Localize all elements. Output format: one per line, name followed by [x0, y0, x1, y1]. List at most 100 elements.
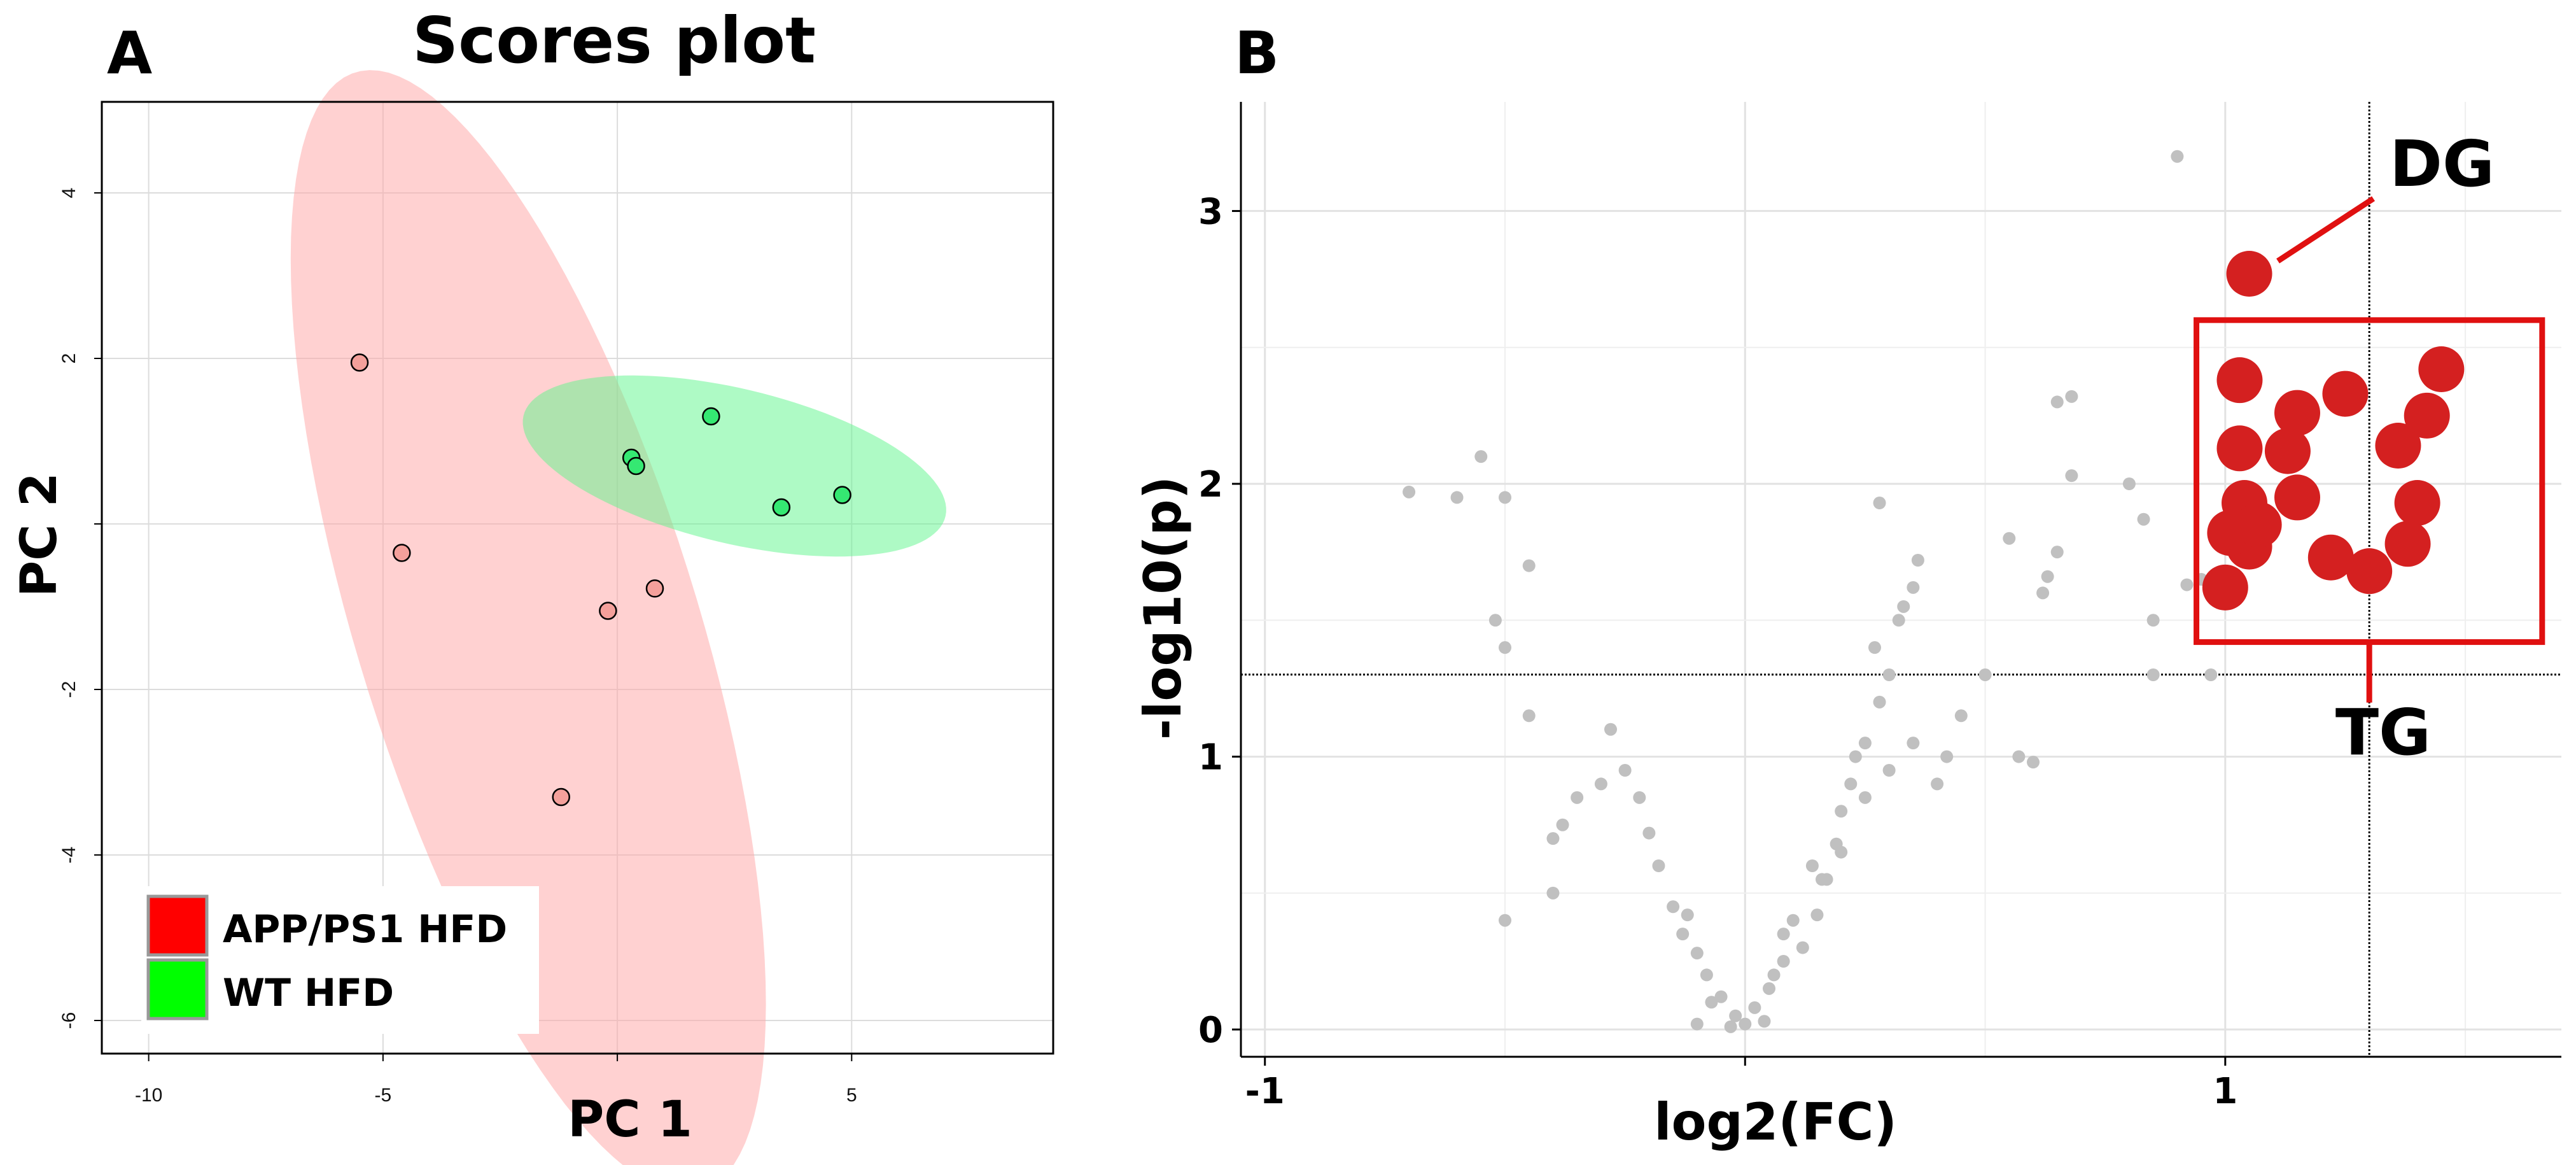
point-not-significant	[1873, 695, 1886, 709]
point-not-significant	[1667, 900, 1680, 914]
point-not-significant	[1522, 709, 1536, 723]
point-app-ps1-hfd	[552, 787, 570, 807]
panel-a-ticks: -10 -5 5 -6 -4 -2 2 4	[59, 188, 857, 1106]
point-not-significant	[1907, 737, 1920, 750]
point-not-significant	[1403, 485, 1416, 498]
point-significant	[2307, 534, 2354, 581]
point-not-significant	[1758, 1015, 1771, 1028]
point-not-significant	[2041, 570, 2054, 583]
y-tick-label: 1	[1198, 737, 1223, 779]
point-significant	[2418, 346, 2465, 392]
panel-a-letter: A	[107, 19, 152, 87]
point-not-significant	[1777, 955, 1790, 968]
point-not-significant	[1556, 818, 1569, 831]
point-not-significant	[1897, 600, 1910, 613]
point-not-significant	[1868, 641, 1881, 654]
panel-a-points	[350, 353, 851, 807]
point-not-significant	[1652, 859, 1665, 872]
legend-swatch-app-ps1	[146, 894, 209, 957]
point-not-significant	[1911, 554, 1924, 567]
point-not-significant	[2137, 512, 2150, 526]
panel-b-ticks: -1 1 0 1 2 3	[1198, 191, 2237, 1112]
ellipse-app-ps1-hfd	[290, 70, 766, 1165]
x-tick-label: -1	[1245, 1071, 1285, 1112]
x-tick-label: 5	[846, 1085, 857, 1106]
legend-swatch-wt	[146, 958, 209, 1020]
point-not-significant	[1705, 996, 1718, 1009]
point-not-significant	[1681, 908, 1694, 922]
annotation-dg: DG	[2390, 127, 2495, 201]
point-app-ps1-hfd	[599, 602, 617, 620]
point-not-significant	[2065, 469, 2078, 483]
point-not-significant	[1499, 491, 1511, 504]
point-not-significant	[1546, 832, 1560, 845]
point-not-significant	[1522, 559, 1536, 572]
point-significant	[2404, 392, 2450, 439]
point-not-significant	[1729, 1009, 1742, 1022]
point-not-significant	[1882, 764, 1896, 777]
point-not-significant	[2027, 756, 2040, 769]
panel-b-x-axis-label: log2(FC)	[1654, 1092, 1897, 1152]
point-wt-hfd	[702, 407, 720, 426]
point-not-significant	[2122, 477, 2136, 490]
point-not-significant	[1816, 873, 1828, 886]
point-not-significant	[1796, 941, 1809, 954]
point-not-significant	[2050, 395, 2064, 409]
point-not-significant	[1835, 845, 1848, 859]
dg-connector-line	[2276, 196, 2376, 264]
legend-label-wt: WT HFD	[223, 971, 394, 1015]
point-not-significant	[1546, 886, 1560, 900]
annotation-tg: TG	[2335, 695, 2431, 770]
point-not-significant	[1810, 908, 1824, 922]
y-tick-label: 4	[59, 188, 80, 199]
point-significant	[2202, 564, 2248, 611]
point-not-significant	[2003, 532, 2016, 545]
panel-b-y-axis-label: -log10(p)	[1133, 476, 1193, 740]
point-significant	[2346, 548, 2393, 595]
panel-b-plot-background	[1241, 102, 2561, 1057]
point-significant	[2236, 502, 2282, 548]
point-not-significant	[2065, 390, 2078, 403]
panel-b-points	[1403, 150, 2465, 1033]
point-significant	[2394, 480, 2440, 526]
panel-a-x-axis-label: PC 1	[568, 1091, 692, 1148]
point-not-significant	[1978, 668, 1992, 681]
point-not-significant	[1858, 737, 1872, 750]
point-not-significant	[1618, 764, 1632, 777]
point-not-significant	[1858, 791, 1872, 804]
point-not-significant	[1844, 777, 1858, 791]
y-tick-label: 3	[1198, 191, 1223, 232]
panel-a-plot-frame	[101, 101, 1054, 1055]
y-tick-label: 2	[59, 353, 80, 364]
point-not-significant	[1835, 805, 1848, 818]
panel-b-letter: B	[1235, 19, 1279, 87]
panel-a-confidence-ellipses	[290, 70, 946, 1165]
point-not-significant	[1940, 750, 1954, 763]
point-not-significant	[2012, 750, 2026, 763]
point-not-significant	[1690, 1017, 1704, 1031]
point-significant	[2274, 474, 2320, 521]
point-not-significant	[1748, 1001, 1761, 1014]
point-not-significant	[1892, 614, 1905, 627]
point-not-significant	[1642, 826, 1656, 840]
point-not-significant	[2204, 668, 2218, 681]
point-not-significant	[1571, 791, 1584, 804]
y-tick-label: -2	[59, 681, 80, 698]
x-tick-label: 1	[2213, 1071, 2237, 1112]
point-not-significant	[1739, 1017, 1752, 1031]
point-not-significant	[1499, 914, 1511, 927]
point-significant	[2375, 423, 2421, 469]
point-significant	[2384, 521, 2431, 567]
point-wt-hfd	[772, 498, 791, 517]
point-not-significant	[1767, 968, 1781, 982]
point-significant	[2216, 425, 2263, 472]
point-not-significant	[1777, 928, 1790, 941]
point-not-significant	[1676, 928, 1690, 941]
point-not-significant	[1604, 723, 1617, 736]
point-not-significant	[1907, 581, 1920, 594]
point-significant	[2226, 251, 2272, 297]
point-significant	[2264, 428, 2311, 474]
legend-label-app-ps1: APP/PS1 HFD	[223, 907, 507, 952]
x-tick-label: -10	[135, 1085, 162, 1106]
point-not-significant	[1763, 982, 1775, 995]
